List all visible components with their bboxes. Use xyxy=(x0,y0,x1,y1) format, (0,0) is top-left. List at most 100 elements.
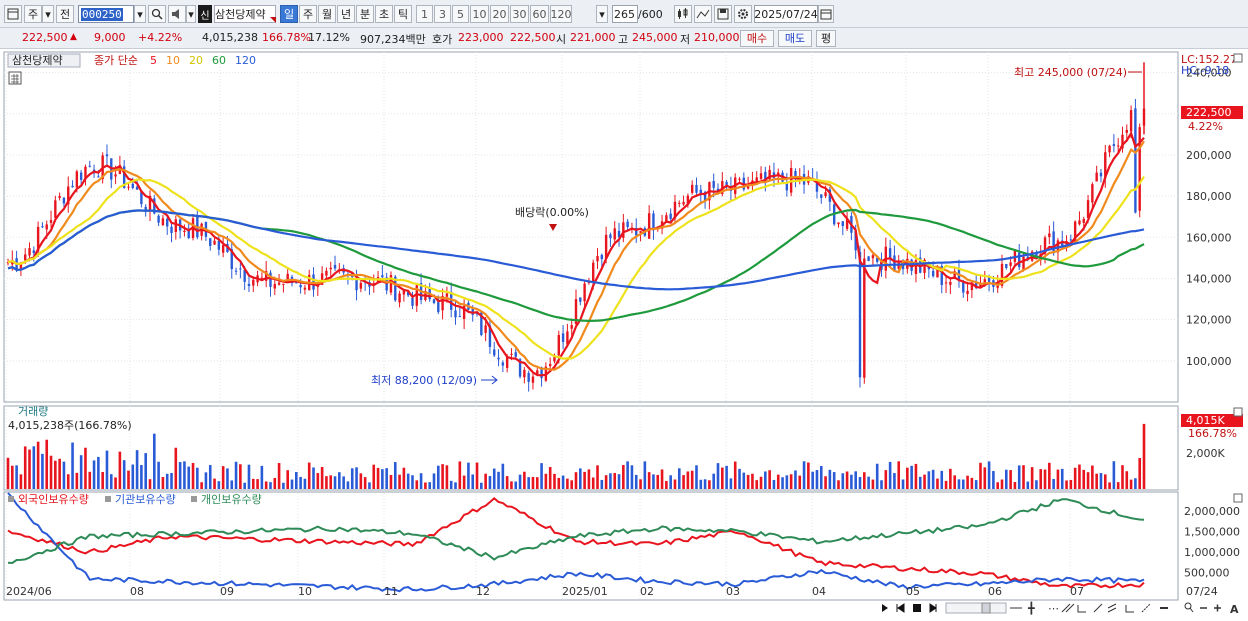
volume-bar xyxy=(170,473,173,489)
volume-bar xyxy=(531,476,535,489)
candle-body xyxy=(458,316,462,318)
volume-bar xyxy=(785,475,789,489)
line-draw-icon[interactable] xyxy=(1093,603,1103,613)
interval-tab-10[interactable]: 10 xyxy=(470,5,489,23)
candle-body xyxy=(174,219,178,233)
period-tab-4[interactable]: 분 xyxy=(356,5,374,23)
x-axis-label: 04 xyxy=(812,585,826,598)
dash-line-icon[interactable] xyxy=(1141,603,1151,613)
up-triangle-icon: ▲ xyxy=(70,32,77,42)
zoom-search-icon[interactable] xyxy=(1184,602,1192,610)
eval-button[interactable]: 평 xyxy=(816,30,836,47)
candle-chart-icon[interactable] xyxy=(674,5,692,23)
volume-bar xyxy=(144,453,147,489)
period-tab-1[interactable]: 주 xyxy=(299,5,317,23)
interval-tab-5[interactable]: 5 xyxy=(452,5,469,23)
calendar-icon[interactable] xyxy=(818,5,834,23)
x-axis-right-label: 07/24 xyxy=(1186,585,1218,598)
price-title-box[interactable] xyxy=(7,53,81,68)
tab-ju[interactable]: 주 xyxy=(24,5,42,23)
candle-body xyxy=(441,295,444,311)
ellipsis-icon[interactable]: ⋯ xyxy=(1048,602,1059,615)
price-y-tick: 120,000 xyxy=(1186,314,1232,327)
ma-legend-60: 60 xyxy=(212,54,226,67)
save-icon[interactable] xyxy=(714,5,732,23)
scroll-controls[interactable]: ╋ ⋯ A xyxy=(882,601,1239,616)
line-tool-icon[interactable] xyxy=(694,5,712,23)
speaker-dropdown-icon[interactable]: ▾ xyxy=(186,5,196,23)
candle-body xyxy=(665,215,668,222)
x-axis-label: 2024/06 xyxy=(6,585,52,598)
scroll-first-icon[interactable] xyxy=(896,603,905,613)
axis-tool-icon[interactable] xyxy=(1125,605,1134,613)
period-tab-5[interactable]: 초 xyxy=(375,5,393,23)
scroll-right-icon[interactable] xyxy=(882,604,888,612)
chevron-down-icon[interactable]: ▾ xyxy=(42,5,54,23)
chart-svg[interactable]: 240,000220,000200,000180,000160,000140,0… xyxy=(0,50,1248,621)
count-input[interactable]: 265 xyxy=(612,5,638,23)
volume-bar xyxy=(355,467,358,489)
volume-bar xyxy=(432,473,436,489)
candle-body xyxy=(815,181,819,192)
volume-bar xyxy=(363,477,367,489)
volume-bar xyxy=(566,478,569,489)
table-toggle-icon[interactable] xyxy=(8,71,22,85)
volume-bar xyxy=(652,474,655,489)
holding-legend-2: 개인보유수량 xyxy=(201,493,262,506)
candle-body xyxy=(140,191,143,205)
search-icon[interactable] xyxy=(148,5,166,23)
stock-code-input[interactable]: 000250 xyxy=(78,5,134,23)
interval-tab-1[interactable]: 1 xyxy=(416,5,433,23)
volume-close-icon[interactable] xyxy=(1233,407,1243,417)
interval-tab-20[interactable]: 20 xyxy=(490,5,509,23)
sell-button[interactable]: 매도 xyxy=(778,30,812,47)
zoom-button-icon[interactable]: ╋ xyxy=(1027,601,1035,615)
candle-body xyxy=(703,191,707,202)
interval-dropdown-icon[interactable]: ▾ xyxy=(596,5,608,23)
price-y-tick: 140,000 xyxy=(1186,272,1232,285)
diagonal-tool-icon[interactable] xyxy=(1061,603,1075,613)
stop-icon[interactable] xyxy=(913,604,921,612)
scroll-last-icon[interactable] xyxy=(929,603,937,613)
volume-bar xyxy=(1056,469,1060,489)
volume-bar xyxy=(738,468,741,489)
candle-body xyxy=(260,277,264,279)
candle-body xyxy=(105,154,109,157)
volume-bar xyxy=(165,473,169,489)
volume-bar xyxy=(36,441,40,489)
interval-tab-120[interactable]: 120 xyxy=(550,5,572,23)
period-tab-6[interactable]: 틱 xyxy=(394,5,412,23)
x-axis-label: 05 xyxy=(906,585,920,598)
chart-area[interactable]: 240,000220,000200,000180,000160,000140,0… xyxy=(0,50,1248,621)
plus-icon[interactable] xyxy=(1214,604,1221,612)
speaker-icon[interactable] xyxy=(168,5,186,23)
period-tab-0[interactable]: 일 xyxy=(280,5,298,23)
candle-body xyxy=(269,272,272,287)
candle-body xyxy=(669,213,672,219)
volume-bar xyxy=(45,439,49,489)
interval-tab-30[interactable]: 30 xyxy=(510,5,529,23)
candle-body xyxy=(127,186,130,188)
volume-bar xyxy=(961,479,965,489)
volume-panel[interactable] xyxy=(3,405,1179,491)
text-tool-icon[interactable]: A xyxy=(1230,603,1239,616)
date-input[interactable]: 2025/07/24 xyxy=(754,5,818,23)
period-tab-3[interactable]: 년 xyxy=(337,5,355,23)
period-tab-2[interactable]: 월 xyxy=(318,5,336,23)
angle-tool-icon[interactable] xyxy=(1077,605,1086,613)
parallel-tool-icon[interactable] xyxy=(1107,603,1117,613)
interval-tab-60[interactable]: 60 xyxy=(530,5,549,23)
price-close-icon[interactable] xyxy=(1233,53,1243,63)
gear-icon[interactable] xyxy=(734,5,752,23)
code-dropdown-icon[interactable]: ▾ xyxy=(134,5,146,23)
holding-close-icon[interactable] xyxy=(1233,493,1243,503)
current-price-tag-text: 222,500 xyxy=(1186,106,1232,119)
holding-panel[interactable] xyxy=(3,491,1179,601)
scroll-track[interactable] xyxy=(945,602,1007,614)
buy-button[interactable]: 매수 xyxy=(740,30,774,47)
scroll-thumb[interactable] xyxy=(981,602,991,614)
tab-jeon[interactable]: 전 xyxy=(56,5,74,23)
window-icon[interactable] xyxy=(4,5,22,23)
volume-bar xyxy=(58,458,61,489)
interval-tab-3[interactable]: 3 xyxy=(434,5,451,23)
